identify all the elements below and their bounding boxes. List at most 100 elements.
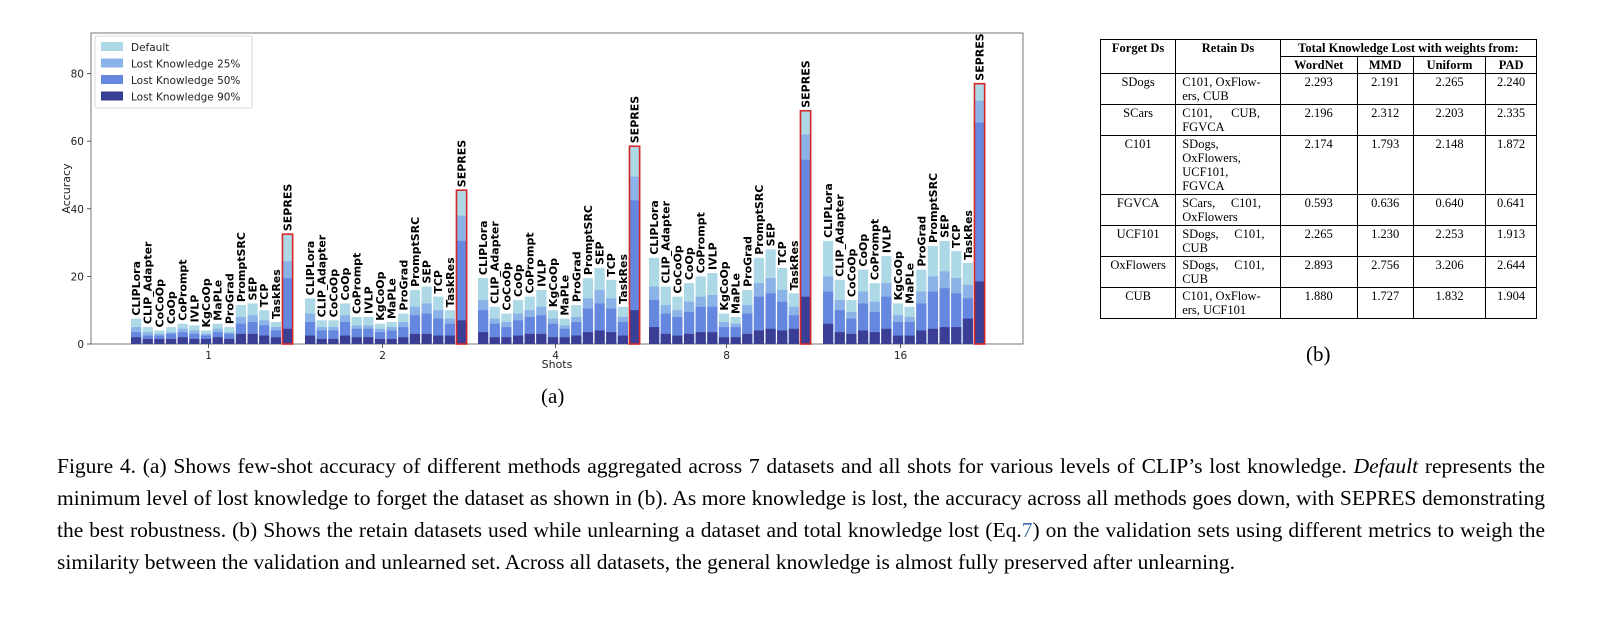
- bar-lost-knowledge-90-: [916, 330, 927, 344]
- retain-ds-line: CUB: [1182, 272, 1208, 286]
- method-label: CLIPLora: [477, 220, 490, 275]
- bar-lost-knowledge-50-: [892, 322, 904, 344]
- bar-lost-knowledge-90-: [536, 333, 547, 344]
- method-label: TaskRes: [788, 240, 801, 290]
- bar-lost-knowledge-50-: [456, 240, 467, 344]
- forget-ds-cell: CUB: [1099, 287, 1177, 319]
- method-label: TaskRes: [617, 254, 630, 304]
- figure-a: 0 20 40 60 80 Accuracy Shots CLIPLora CLIP_Adapt…: [0, 0, 1060, 420]
- bar-lost-knowledge-50-: [478, 310, 489, 344]
- metric-value-cell: 0.636: [1356, 194, 1414, 226]
- method-label: SEPRES: [456, 140, 469, 187]
- bar-lost-knowledge-90-: [339, 335, 351, 344]
- bar-lost-knowledge-50-: [489, 323, 500, 344]
- method-label: SEPRES: [800, 60, 813, 107]
- method-label: SEP: [765, 223, 778, 247]
- header-group: Total Knowledge Lost with weights from:: [1279, 39, 1538, 57]
- metric-value-cell: 1.904: [1485, 287, 1537, 319]
- bar-lost-knowledge-50-: [617, 322, 628, 344]
- metric-value-cell: 2.293: [1279, 73, 1358, 105]
- bar-lost-knowledge-50-: [409, 315, 421, 344]
- bar-lost-knowledge-50-: [421, 313, 432, 344]
- bar-lost-knowledge-90-: [869, 332, 880, 344]
- retain-ds-line: C101, CUB,: [1182, 106, 1261, 120]
- bar-lost-knowledge-90-: [881, 328, 892, 344]
- header-wordnet: WordNet: [1279, 56, 1358, 74]
- subfigure-b-label: (b): [1306, 342, 1331, 366]
- bar-lost-knowledge-50-: [800, 159, 811, 344]
- retain-ds-line: C101, OxFlow-: [1182, 75, 1261, 89]
- method-label: ProGrad: [741, 236, 754, 287]
- method-label: MaPLe: [212, 280, 225, 321]
- table-row: UCF101 SDogs, C101, CUB 2.265 1.230 2.253 1.91…: [1099, 225, 1537, 257]
- metric-value-cell: 1.727: [1356, 287, 1414, 319]
- bar-lost-knowledge-90-: [409, 333, 421, 344]
- method-label: CoCoOp: [153, 279, 166, 328]
- bar-lost-knowledge-50-: [501, 327, 512, 344]
- bar-lost-knowledge-50-: [927, 291, 939, 344]
- method-label: SEP: [939, 214, 952, 238]
- method-label: CLIP_Adapter: [834, 194, 847, 277]
- bar-lost-knowledge-50-: [547, 323, 559, 344]
- metric-value-cell: 0.593: [1279, 194, 1358, 226]
- bar-lost-knowledge-90-: [328, 338, 339, 344]
- bar-lost-knowledge-90-: [742, 333, 753, 344]
- header-pad: PAD: [1485, 56, 1537, 74]
- method-label: KgCoOp: [374, 271, 387, 320]
- highlight-outline: [973, 82, 986, 345]
- bar-lost-knowledge-90-: [305, 335, 316, 344]
- forget-ds-cell: SDogs: [1099, 73, 1177, 105]
- method-label: CoCoOp: [671, 245, 684, 294]
- bar-lost-knowledge-50-: [951, 293, 962, 344]
- bar-lost-knowledge-90-: [594, 330, 605, 344]
- figure-caption: Figure 4. (a) Shows few-shot accuracy of…: [57, 450, 1545, 578]
- method-label: TCP: [776, 241, 789, 265]
- bar-lost-knowledge-90-: [629, 310, 640, 344]
- metric-value-cell: 1.230: [1356, 225, 1414, 257]
- bar-lost-knowledge-50-: [695, 306, 706, 344]
- method-label: CoCoOp: [327, 269, 340, 318]
- metric-value-cell: 1.793: [1356, 135, 1414, 195]
- bar-lost-knowledge-50-: [718, 327, 730, 344]
- method-label: CLIP_Adapter: [142, 241, 155, 324]
- retain-ds-line: SDogs, C101,: [1182, 258, 1265, 272]
- retain-ds-cell: C101, OxFlow-ers, UCF101: [1175, 287, 1281, 319]
- bar-lost-knowledge-90-: [672, 335, 683, 344]
- method-label: SEP: [247, 277, 260, 301]
- bar-lost-knowledge-50-: [742, 313, 753, 344]
- bar-lost-knowledge-50-: [974, 122, 985, 345]
- metric-value-cell: 2.335: [1485, 104, 1537, 136]
- x-tick-label: 16: [894, 350, 908, 362]
- metric-value-cell: 1.832: [1412, 287, 1487, 319]
- bar-lost-knowledge-50-: [672, 316, 683, 344]
- metric-value-cell: 2.174: [1279, 135, 1358, 195]
- bar-lost-knowledge-90-: [823, 323, 834, 344]
- method-label: CoOp: [683, 247, 696, 280]
- metric-value-cell: 2.240: [1485, 73, 1537, 105]
- retain-ds-line: SDogs,: [1182, 137, 1219, 151]
- method-label: KgCoOp: [718, 261, 731, 310]
- x-tick-label: 8: [723, 350, 730, 362]
- equation-reference-link[interactable]: 7: [1021, 518, 1033, 542]
- bar-lost-knowledge-90-: [927, 328, 939, 344]
- method-label: CoPrompt: [351, 253, 364, 314]
- bar-lost-knowledge-90-: [765, 328, 776, 344]
- bar-lost-knowledge-50-: [660, 313, 671, 344]
- highlight-outline: [281, 233, 294, 345]
- bar-lost-knowledge-50-: [939, 288, 950, 344]
- bar-lost-knowledge-90-: [200, 338, 212, 344]
- method-label: TCP: [950, 224, 963, 248]
- method-label: CLIPLora: [822, 183, 835, 238]
- bar-lost-knowledge-50-: [629, 200, 640, 344]
- table-row: SCars C101, CUB, FGVCA 2.196 2.312 2.203 2.335: [1099, 104, 1537, 136]
- bar-lost-knowledge-90-: [753, 330, 765, 344]
- retain-ds-line: C101, OxFlow-: [1182, 289, 1261, 303]
- bar-lost-knowledge-50-: [247, 322, 258, 344]
- bar-lost-knowledge-50-: [571, 322, 582, 344]
- method-label: CLIP_Adapter: [316, 234, 329, 317]
- bar-lost-knowledge-90-: [316, 338, 327, 344]
- bar-lost-knowledge-90-: [282, 328, 293, 344]
- bar-lost-knowledge-90-: [247, 333, 258, 344]
- bar-lost-knowledge-50-: [536, 315, 547, 344]
- knowledge-lost-table: Forget Ds Retain Ds Total Knowledge Lost…: [1099, 39, 1538, 319]
